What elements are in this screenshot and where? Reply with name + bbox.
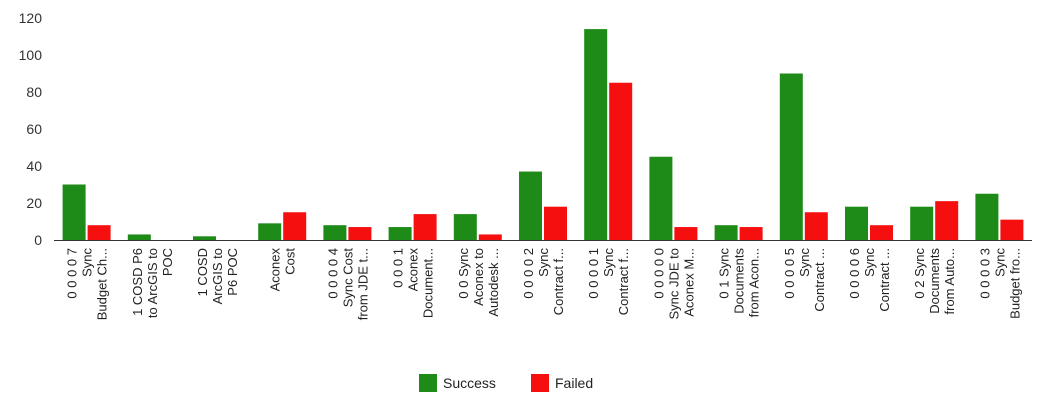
bar-success-12[interactable] xyxy=(845,206,868,240)
y-tick-label: 120 xyxy=(19,10,43,26)
x-tick-label: 0 0 0 0 4 xyxy=(325,248,340,299)
x-tick-label: 1 COSD xyxy=(195,248,210,296)
x-tick-label: Documents xyxy=(927,248,942,314)
bar-failed-13[interactable] xyxy=(935,201,959,240)
x-tick-label: POC xyxy=(160,248,175,276)
x-tick-label: Contract ... xyxy=(877,248,892,312)
x-tick-label: 0 1 Sync xyxy=(717,248,732,299)
x-tick-label: from Auto... xyxy=(942,248,957,314)
bar-failed-10[interactable] xyxy=(739,227,763,240)
y-tick-label: 0 xyxy=(34,232,42,248)
bar-failed-12[interactable] xyxy=(870,225,893,240)
bar-failed-0[interactable] xyxy=(87,225,111,240)
bar-success-5[interactable] xyxy=(388,227,412,240)
x-tick-label: 0 0 0 0 7 xyxy=(65,248,80,299)
legend-label-failed[interactable]: Failed xyxy=(555,375,593,391)
bar-success-7[interactable] xyxy=(519,171,542,240)
bar-success-6[interactable] xyxy=(453,214,477,240)
y-tick-label: 80 xyxy=(26,84,42,100)
x-tick-label: Document... xyxy=(421,248,436,318)
x-tick-label: Sync xyxy=(992,248,1007,277)
y-axis: 0 20 40 60 80 100 120 xyxy=(19,10,43,248)
x-tick-label: Sync xyxy=(536,248,551,277)
x-tick-label: Budget fro... xyxy=(1007,248,1022,319)
x-tick-label: Aconex xyxy=(268,248,283,292)
bar-failed-11[interactable] xyxy=(804,212,828,240)
x-tick-label: ArcGIS to xyxy=(210,248,225,304)
x-tick-label: Contract f... xyxy=(551,248,566,315)
x-tick-label: Sync xyxy=(797,248,812,277)
y-tick-label: 60 xyxy=(26,121,42,137)
y-tick-label: 100 xyxy=(19,47,43,63)
bar-failed-6[interactable] xyxy=(478,234,502,240)
legend-swatch-failed[interactable] xyxy=(531,374,549,392)
bars xyxy=(62,29,1024,241)
x-tick-label: Aconex xyxy=(406,248,421,292)
legend-label-success[interactable]: Success xyxy=(443,375,496,391)
x-tick-label: 0 0 0 0 3 xyxy=(977,248,992,299)
x-tick-label: Sync xyxy=(601,248,616,277)
bar-success-4[interactable] xyxy=(323,225,347,240)
bar-success-0[interactable] xyxy=(62,184,86,241)
bar-failed-4[interactable] xyxy=(348,227,372,240)
x-tick-label: Autodesk ... xyxy=(486,248,501,317)
x-tick-label: P6 POC xyxy=(225,248,240,296)
x-tick-label: 0 2 Sync xyxy=(912,248,927,299)
bar-success-3[interactable] xyxy=(258,223,282,240)
y-tick-label: 20 xyxy=(26,195,42,211)
bar-success-13[interactable] xyxy=(910,206,934,240)
bar-success-10[interactable] xyxy=(714,225,738,240)
bar-success-9[interactable] xyxy=(649,156,673,240)
x-tick-label: 0 0 Sync xyxy=(456,248,471,299)
bar-success-2[interactable] xyxy=(193,236,216,240)
x-tick-label: 0 0 0 0 5 xyxy=(782,248,797,299)
bar-success-11[interactable] xyxy=(779,73,803,241)
x-tick-label: from JDE t... xyxy=(355,248,370,320)
bar-failed-5[interactable] xyxy=(413,214,437,240)
bar-success-14[interactable] xyxy=(975,193,999,240)
x-tick-label: to ArcGIS to xyxy=(145,248,160,318)
y-tick-label: 40 xyxy=(26,158,42,174)
x-tick-label: Contract ... xyxy=(812,248,827,312)
x-tick-label: Contract f... xyxy=(616,248,631,315)
x-tick-label: 0 0 0 0 2 xyxy=(521,248,536,299)
x-tick-label: Sync xyxy=(80,248,95,277)
bar-success-8[interactable] xyxy=(584,29,608,240)
bar-failed-8[interactable] xyxy=(609,82,633,240)
bar-failed-7[interactable] xyxy=(544,206,567,240)
bar-failed-9[interactable] xyxy=(674,227,698,240)
bar-failed-14[interactable] xyxy=(1000,219,1024,240)
x-tick-label: 1 COSD P6 xyxy=(130,248,145,316)
x-tick-label: 0 0 0 0 1 xyxy=(586,248,601,299)
x-tick-label: 0 0 0 0 0 xyxy=(651,248,666,299)
x-axis-labels: 0 0 0 0 7 Sync Budget Ch... 1 COSD P6 to Arc… xyxy=(65,248,1023,321)
x-tick-label: Budget Ch... xyxy=(95,248,110,320)
x-tick-label: Sync xyxy=(862,248,877,277)
x-tick-label: Aconex M... xyxy=(681,248,696,317)
bar-success-1[interactable] xyxy=(127,234,151,240)
x-tick-label: Sync Cost xyxy=(340,248,355,308)
legend-swatch-success[interactable] xyxy=(419,374,437,392)
x-tick-label: Documents xyxy=(732,248,747,314)
legend[interactable]: Success Failed xyxy=(419,374,593,392)
x-tick-label: Aconex to xyxy=(471,248,486,306)
x-tick-label: 0 0 0 0 6 xyxy=(847,248,862,299)
x-tick-label: Sync JDE to xyxy=(666,248,681,320)
x-tick-label: 0 0 0 1 xyxy=(391,248,406,288)
x-tick-label: from Acon... xyxy=(747,248,762,317)
bar-failed-3[interactable] xyxy=(283,212,307,240)
x-tick-label: Cost xyxy=(283,248,298,275)
